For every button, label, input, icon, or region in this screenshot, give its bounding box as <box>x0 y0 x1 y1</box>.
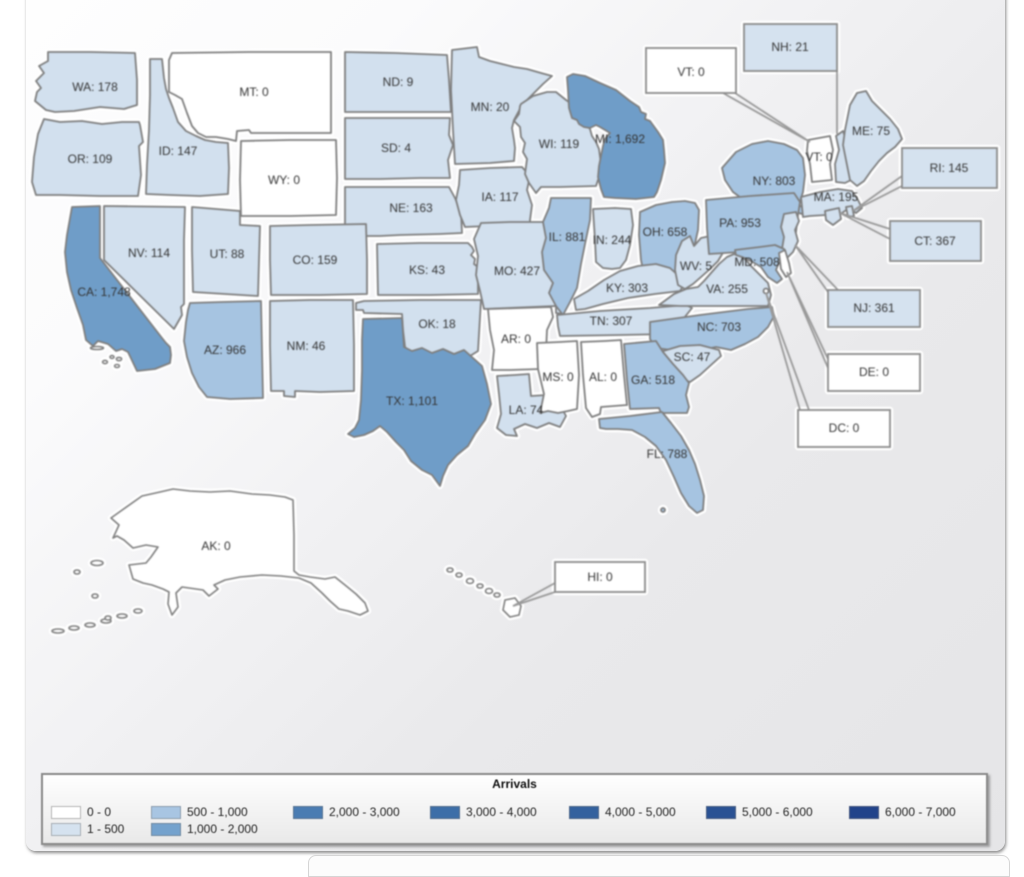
svg-text:FL: 788: FL: 788 <box>647 447 688 461</box>
svg-text:CO: 159: CO: 159 <box>293 253 338 267</box>
svg-text:IL: 881: IL: 881 <box>549 230 586 244</box>
svg-text:MT: 0: MT: 0 <box>239 85 269 99</box>
svg-text:NV: 114: NV: 114 <box>128 246 170 260</box>
svg-text:NY: 803: NY: 803 <box>753 174 796 188</box>
svg-text:VT: 0: VT: 0 <box>805 150 833 164</box>
svg-text:WI: 119: WI: 119 <box>539 137 580 151</box>
svg-text:HI: 0: HI: 0 <box>587 570 613 584</box>
svg-text:NE: 163: NE: 163 <box>389 201 433 215</box>
svg-text:OR: 109: OR: 109 <box>68 152 113 166</box>
svg-text:TX: 1,101: TX: 1,101 <box>386 394 438 408</box>
svg-text:VT: 0: VT: 0 <box>677 65 705 79</box>
svg-text:WV: 5: WV: 5 <box>680 259 713 273</box>
svg-text:TN: 307: TN: 307 <box>590 314 633 328</box>
svg-text:OK: 18: OK: 18 <box>418 317 456 331</box>
svg-text:DC: 0: DC: 0 <box>829 421 860 435</box>
svg-text:SD: 4: SD: 4 <box>381 141 411 155</box>
svg-text:VA: 255: VA: 255 <box>706 282 748 296</box>
svg-text:RI: 145: RI: 145 <box>930 161 969 175</box>
svg-text:WA: 178: WA: 178 <box>72 80 118 94</box>
svg-text:MO: 427: MO: 427 <box>494 264 540 278</box>
svg-text:IA: 117: IA: 117 <box>481 190 518 204</box>
svg-text:GA: 518: GA: 518 <box>631 373 675 387</box>
svg-text:AK: 0: AK: 0 <box>201 539 231 553</box>
svg-text:MA: 195: MA: 195 <box>814 190 859 204</box>
svg-text:NM: 46: NM: 46 <box>287 339 326 353</box>
svg-text:SC: 47: SC: 47 <box>674 350 711 364</box>
svg-text:NH: 21: NH: 21 <box>771 40 809 54</box>
svg-text:MN: 20: MN: 20 <box>471 100 510 114</box>
svg-text:NJ: 361: NJ: 361 <box>853 301 895 315</box>
svg-text:DE: 0: DE: 0 <box>859 365 889 379</box>
svg-text:AZ: 966: AZ: 966 <box>204 343 246 357</box>
svg-text:CA: 1,748: CA: 1,748 <box>77 285 131 299</box>
svg-text:AR: 0: AR: 0 <box>501 332 531 346</box>
svg-text:ND: 9: ND: 9 <box>383 75 414 89</box>
svg-text:MD: 508: MD: 508 <box>734 255 780 269</box>
svg-text:KY: 303: KY: 303 <box>606 281 648 295</box>
svg-text:ID: 147: ID: 147 <box>159 144 198 158</box>
svg-text:MS: 0: MS: 0 <box>542 370 574 384</box>
svg-text:NC: 703: NC: 703 <box>697 320 741 334</box>
svg-text:WY: 0: WY: 0 <box>268 173 300 187</box>
svg-text:IN: 244: IN: 244 <box>593 233 632 247</box>
svg-text:MI: 1,692: MI: 1,692 <box>595 132 645 146</box>
svg-text:LA: 74: LA: 74 <box>509 403 544 417</box>
svg-text:AL: 0: AL: 0 <box>589 370 617 384</box>
svg-text:KS: 43: KS: 43 <box>409 263 445 277</box>
svg-text:UT: 88: UT: 88 <box>210 247 245 261</box>
svg-text:PA: 953: PA: 953 <box>719 216 761 230</box>
svg-text:OH: 658: OH: 658 <box>643 225 688 239</box>
svg-text:CT: 367: CT: 367 <box>914 234 956 248</box>
svg-text:ME: 75: ME: 75 <box>852 124 890 138</box>
